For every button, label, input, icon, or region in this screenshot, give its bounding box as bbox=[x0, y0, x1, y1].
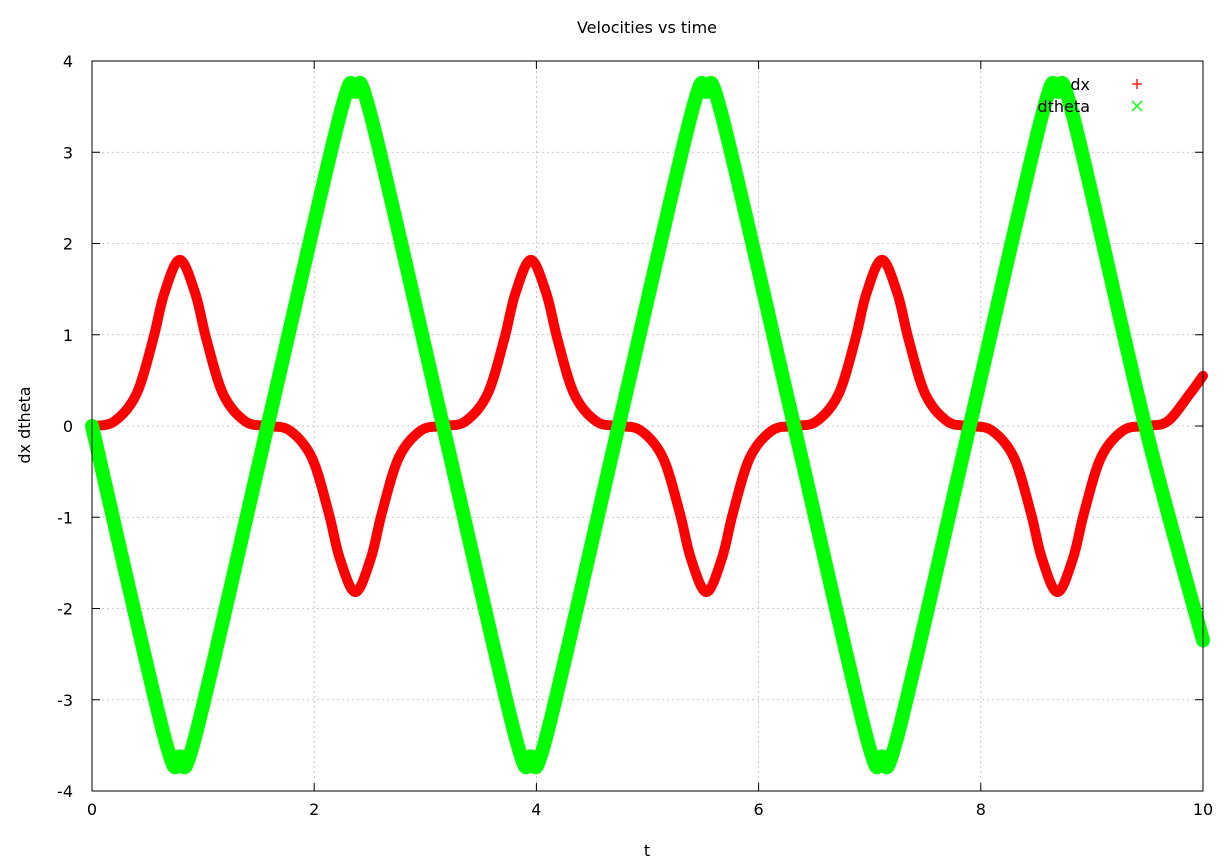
y-tick-label: 0 bbox=[63, 417, 73, 436]
plot-frame bbox=[91, 60, 1204, 792]
y-tick-label: -3 bbox=[57, 691, 73, 710]
legend-label-dtheta: dtheta bbox=[1038, 97, 1091, 116]
x-tick-label: 2 bbox=[309, 800, 319, 819]
y-tick-label: -1 bbox=[57, 508, 73, 527]
axis-ticks: 0 2 4 6 8 10 -4 -3 -2 -1 0 1 2 3 4 bbox=[57, 52, 1213, 819]
x-axis-label: t bbox=[644, 841, 650, 860]
legend: dx dtheta bbox=[1038, 75, 1143, 116]
x-tick-label: 8 bbox=[976, 800, 986, 819]
series-layer bbox=[85, 76, 1210, 775]
y-tick-label: 3 bbox=[63, 143, 73, 162]
series-dx bbox=[87, 254, 1208, 598]
legend-label-dx: dx bbox=[1070, 75, 1090, 94]
x-tick-label: 0 bbox=[87, 800, 97, 819]
y-tick-label: 1 bbox=[63, 326, 73, 345]
y-tick-label: -4 bbox=[57, 782, 73, 801]
y-tick-label: -2 bbox=[57, 600, 73, 619]
x-tick-label: 4 bbox=[531, 800, 541, 819]
y-tick-label: 2 bbox=[63, 235, 73, 254]
y-axis-label: dx dtheta bbox=[15, 386, 34, 463]
series-dtheta bbox=[85, 76, 1210, 775]
chart-title: Velocities vs time bbox=[577, 18, 717, 37]
y-tick-label: 4 bbox=[63, 52, 73, 71]
x-tick-label: 6 bbox=[754, 800, 764, 819]
x-tick-label: 10 bbox=[1193, 800, 1213, 819]
legend-marker-dx bbox=[1132, 79, 1142, 89]
legend-marker-dtheta bbox=[1131, 100, 1143, 112]
